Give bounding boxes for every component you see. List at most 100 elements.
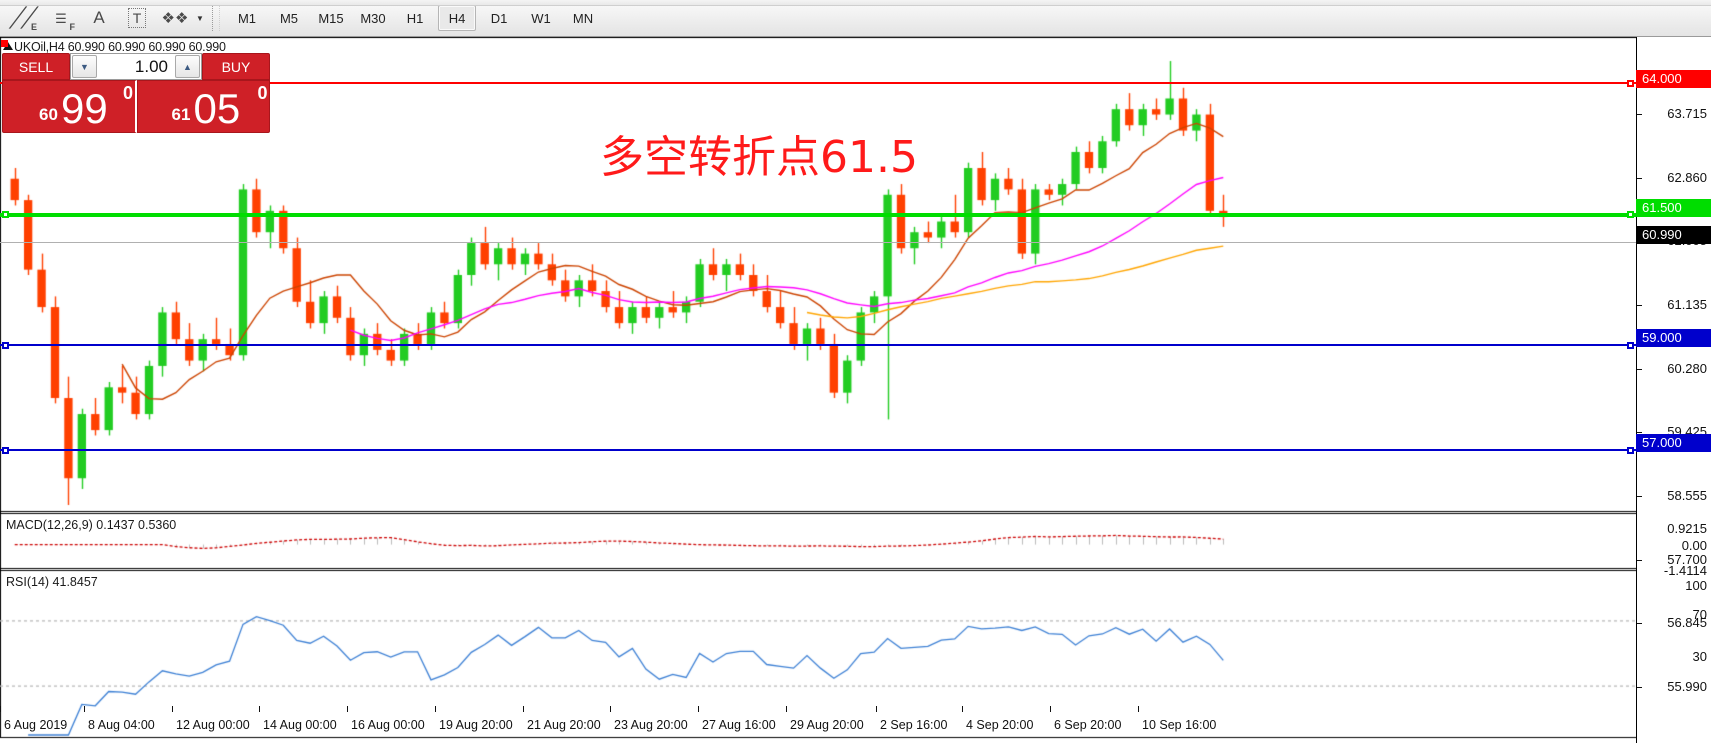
time-tick-8: 27 Aug 16:00: [702, 718, 776, 732]
price-tick-8: 56.845: [1667, 615, 1707, 630]
one-click-trading-panel[interactable]: SELL ▼ 1.00 ▲ BUY 60 99 0 61 05 0: [2, 53, 270, 133]
period-m1[interactable]: M1: [237, 10, 257, 26]
main-toolbar: ╱╱ E ☰ F A T ❖❖ ▼ M1 M5 M15 M30 H1 H4 D1…: [0, 0, 1711, 37]
rsi-axis-1: 70: [1692, 607, 1707, 622]
price-tick-mark: [1637, 623, 1642, 624]
time-tick-mark: [698, 706, 699, 712]
price-tick-mark: [1637, 496, 1642, 497]
volume-stepper[interactable]: ▼ 1.00 ▲: [70, 53, 202, 80]
price-label-support-59[interactable]: 59.000: [1636, 329, 1711, 347]
time-tick-mark: [962, 706, 963, 712]
level-line-60-99[interactable]: [0, 242, 1636, 243]
trade-panel-price-row: 60 99 0 61 05 0: [2, 80, 270, 133]
volume-input[interactable]: 1.00: [134, 56, 168, 76]
price-tick-mark: [1637, 114, 1642, 115]
level-line-59-handle[interactable]: [2, 342, 9, 349]
price-tick-0: 63.715: [1667, 106, 1707, 121]
buy-price-display[interactable]: 61 05 0: [136, 80, 270, 133]
price-tick-1: 62.860: [1667, 170, 1707, 185]
chart-corner-marker: [1, 40, 8, 47]
level-line-61-5-handle-right[interactable]: [1627, 211, 1634, 218]
period-mn[interactable]: MN: [572, 10, 594, 26]
level-line-61-5-handle[interactable]: [2, 211, 9, 218]
level-line-57-handle-right[interactable]: [1627, 447, 1634, 454]
time-tick-6: 21 Aug 20:00: [527, 718, 601, 732]
time-tick-12: 6 Sep 20:00: [1054, 718, 1122, 732]
buy-price-prefix: 61: [171, 105, 191, 124]
time-tick-mark: [523, 706, 524, 712]
elliott-wave-tool-icon[interactable]: ╱╱ E: [8, 7, 38, 33]
sell-button[interactable]: SELL: [2, 53, 70, 80]
time-tick-mark: [786, 706, 787, 712]
price-tick-4: 60.280: [1667, 361, 1707, 376]
time-tick-7: 23 Aug 20:00: [614, 718, 688, 732]
shapes-tool-icon[interactable]: ❖❖: [161, 10, 189, 27]
period-w1[interactable]: W1: [531, 10, 551, 26]
text-label-tool-icon[interactable]: T: [119, 3, 155, 33]
sell-price-main: 99: [61, 85, 108, 132]
buy-price-main: 05: [193, 85, 241, 132]
price-tick-6: 58.555: [1667, 488, 1707, 503]
rsi-indicator-label: RSI(14) 41.8457: [6, 575, 98, 589]
period-m15[interactable]: M15: [318, 10, 344, 26]
time-tick-mark: [876, 706, 877, 712]
time-tick-2: 12 Aug 00:00: [176, 718, 250, 732]
period-m30[interactable]: M30: [360, 10, 386, 26]
time-tick-3: 14 Aug 00:00: [263, 718, 337, 732]
period-m5[interactable]: M5: [279, 10, 299, 26]
chart-plot-area[interactable]: [0, 37, 1636, 743]
macd-axis-0: 0.9215: [1667, 521, 1707, 536]
volume-decrement-button[interactable]: ▼: [72, 55, 97, 78]
sell-price-display[interactable]: 60 99 0: [2, 80, 137, 133]
price-tick-mark: [1637, 432, 1642, 433]
toolbar-separator: [212, 5, 220, 31]
volume-increment-button[interactable]: ▲: [175, 55, 200, 78]
chart-window[interactable]: 63.71562.86062.00561.13560.28059.42558.5…: [0, 37, 1711, 743]
time-tick-mark: [435, 706, 436, 712]
fibonacci-tool-icon[interactable]: ☰ F: [55, 10, 75, 33]
chart-header-arrow-icon: [3, 42, 13, 50]
macd-axis-2: -1.4114: [1663, 563, 1707, 578]
time-tick-10: 2 Sep 16:00: [880, 718, 948, 732]
rsi-axis-2: 30: [1692, 649, 1707, 664]
level-line-57[interactable]: [0, 449, 1636, 451]
time-tick-11: 4 Sep 20:00: [966, 718, 1034, 732]
level-line-64[interactable]: [0, 82, 1636, 84]
level-line-59[interactable]: [0, 344, 1636, 346]
toolbar-top-strip: [0, 0, 1711, 6]
price-tick-3: 61.135: [1667, 297, 1707, 312]
chart-annotation-text: 多空转折点61.5: [600, 132, 918, 183]
price-label-support-57[interactable]: 57.000: [1636, 434, 1711, 452]
time-tick-5: 19 Aug 20:00: [439, 718, 513, 732]
price-tick-mark: [1637, 178, 1642, 179]
text-tool-icon[interactable]: A: [93, 8, 105, 27]
price-label-pivot-61-5[interactable]: 61.500: [1636, 199, 1711, 217]
price-label-last-60-99[interactable]: 60.990: [1636, 226, 1711, 244]
buy-price-fraction: 0: [257, 83, 268, 103]
level-line-57-handle[interactable]: [2, 447, 9, 454]
buy-button[interactable]: BUY: [202, 53, 270, 80]
time-tick-mark: [259, 706, 260, 712]
time-tick-4: 16 Aug 00:00: [351, 718, 425, 732]
level-line-59-handle-right[interactable]: [1627, 342, 1634, 349]
period-h4[interactable]: H4: [438, 5, 476, 31]
time-tick-mark: [0, 706, 1, 712]
price-tick-7: 57.700: [1667, 552, 1707, 567]
level-line-61-5[interactable]: [0, 213, 1636, 217]
price-tick-mark: [1637, 687, 1642, 688]
time-tick-mark: [172, 706, 173, 712]
price-tick-mark: [1637, 560, 1642, 561]
sell-price-fraction: 0: [123, 83, 134, 103]
level-line-64-handle-right[interactable]: [1627, 80, 1634, 87]
period-d1[interactable]: D1: [490, 10, 508, 26]
chevron-down-icon[interactable]: ▼: [196, 13, 204, 23]
price-axis[interactable]: 63.71562.86062.00561.13560.28059.42558.5…: [1636, 37, 1711, 743]
candlestick-canvas[interactable]: [0, 37, 1636, 743]
time-tick-9: 29 Aug 20:00: [790, 718, 864, 732]
time-tick-mark: [347, 706, 348, 712]
price-tick-mark: [1637, 369, 1642, 370]
time-tick-1: 8 Aug 04:00: [88, 718, 155, 732]
price-label-resistance-64[interactable]: 64.000: [1636, 70, 1711, 88]
price-tick-mark: [1637, 305, 1642, 306]
period-h1[interactable]: H1: [406, 10, 424, 26]
